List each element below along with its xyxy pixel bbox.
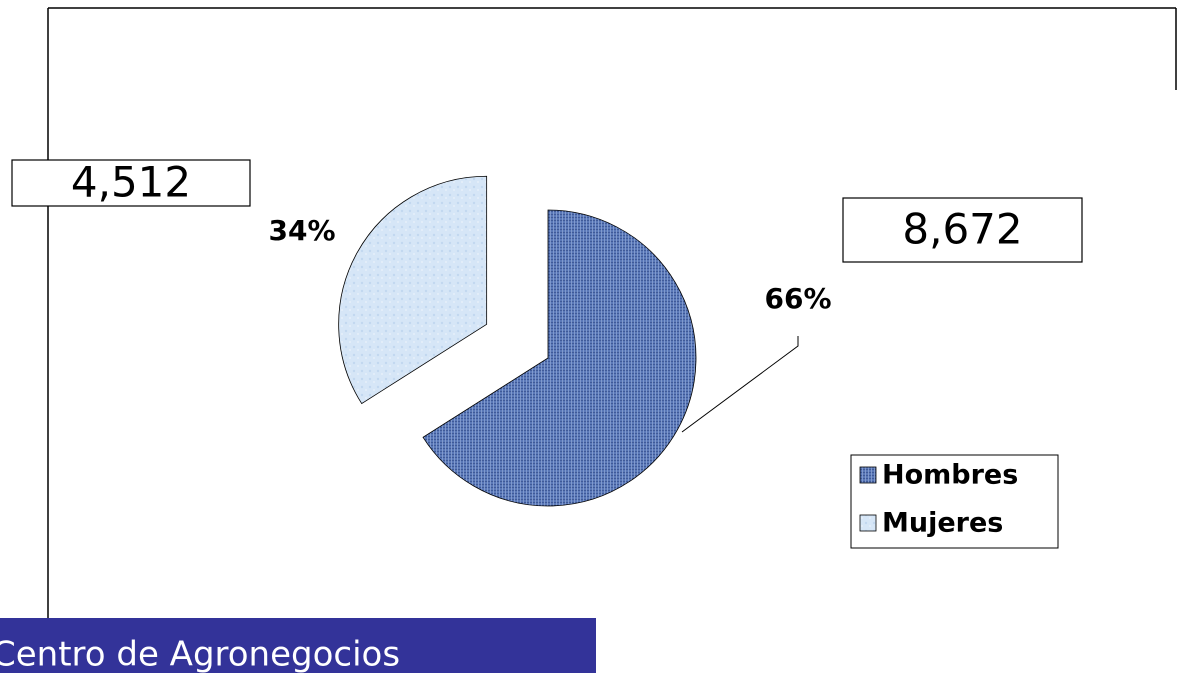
frame xyxy=(47,7,1177,618)
annotation: 4,512 xyxy=(71,158,191,207)
percent-label: 34% xyxy=(268,214,335,247)
legend-swatch xyxy=(859,466,877,484)
annotation-box xyxy=(842,197,1083,263)
pie-slice xyxy=(338,175,488,405)
legend-label: Hombres xyxy=(882,460,1018,491)
legend-box xyxy=(850,454,1059,549)
annotation: 8,672 xyxy=(902,205,1022,254)
leader-line xyxy=(681,336,799,433)
pie-slice xyxy=(422,209,697,507)
annotation-box xyxy=(11,159,251,207)
legend-swatch xyxy=(859,514,877,532)
percent-label: 66% xyxy=(764,282,831,315)
legend-label: Mujeres xyxy=(882,508,1003,539)
footer-bar xyxy=(0,618,596,673)
footer-text: Centro de Agronegocios xyxy=(0,635,400,673)
